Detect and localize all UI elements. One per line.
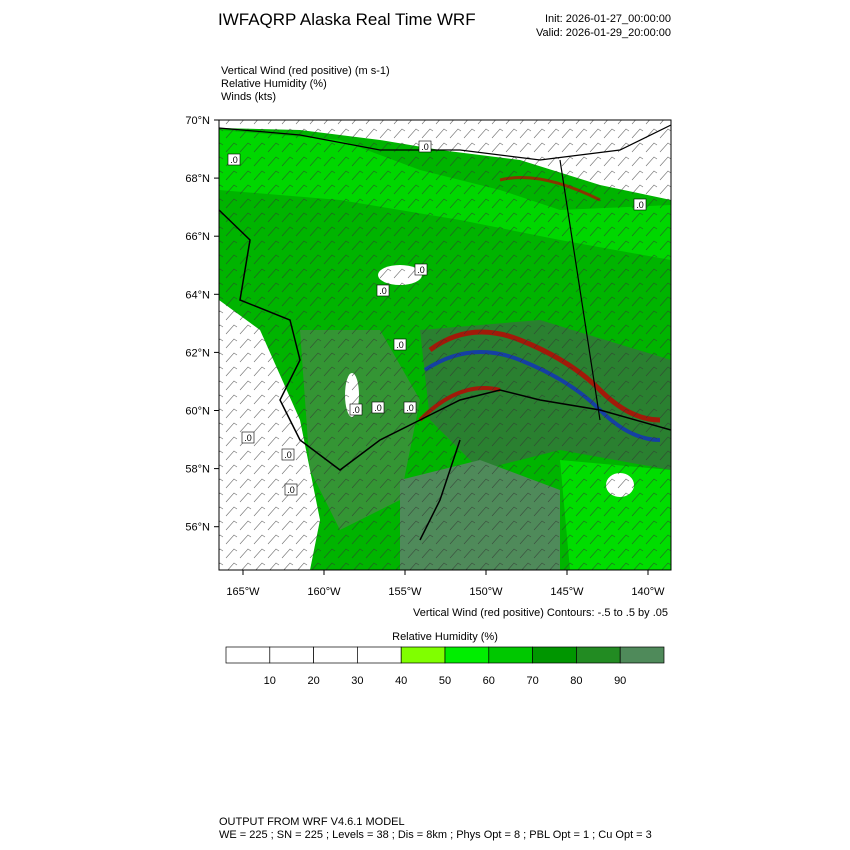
contour-label: .0 xyxy=(244,433,252,443)
field-label: Vertical Wind (red positive) (m s-1) xyxy=(221,65,390,77)
colorbar-box xyxy=(400,646,446,664)
colorbar-title: Relative Humidity (%) xyxy=(392,631,498,643)
colorbar-box xyxy=(313,646,358,664)
contour-label: .0 xyxy=(421,142,429,152)
lon-label: 155°W xyxy=(388,586,422,598)
lat-label: 60°N xyxy=(185,406,210,418)
contour-label-box xyxy=(281,448,295,461)
lat-label: 56°N xyxy=(185,522,210,534)
map-frame xyxy=(218,119,672,571)
init-time: Init: 2026-01-27_00:00:00 xyxy=(545,13,671,25)
lat-label: 62°N xyxy=(185,347,210,359)
lat-label: 68°N xyxy=(185,173,210,185)
contour-label-box xyxy=(633,198,647,211)
colorbar-label: 30 xyxy=(351,675,363,687)
field-label: Winds (kts) xyxy=(221,91,276,103)
colorbar-label: 70 xyxy=(526,675,538,687)
colorbar-label: 80 xyxy=(570,675,582,687)
contour-label: .0 xyxy=(230,155,238,165)
colorbar-box xyxy=(444,646,490,664)
contour-note: Vertical Wind (red positive) Contours: -… xyxy=(413,607,668,619)
map-axes: 70°N 68°N 66°N 64°N 62°N 60°N 58°N 56°N 165°W 160… xyxy=(185,115,665,598)
contour-label: .0 xyxy=(396,340,404,350)
colorbar-label: 50 xyxy=(439,675,451,687)
lon-label: 160°W xyxy=(307,586,341,598)
contour-label: .0 xyxy=(352,405,360,415)
colorbar-box xyxy=(269,646,314,664)
colorbar-box xyxy=(357,646,402,664)
contour-label: .0 xyxy=(374,403,382,413)
colorbar-box xyxy=(619,646,665,664)
contour-label-box xyxy=(371,401,385,414)
contour-label-box xyxy=(376,284,390,297)
contour-labels: .0 .0 .0 .0 .0 .0 .0 .0 .0 .0 .0 .0 xyxy=(227,140,647,496)
lat-label: 64°N xyxy=(185,289,210,301)
colorbar-label: 40 xyxy=(395,675,407,687)
lat-label: 70°N xyxy=(185,115,210,127)
lon-label: 165°W xyxy=(226,586,260,598)
contour-label: .0 xyxy=(417,265,425,275)
contour-label: .0 xyxy=(379,286,387,296)
title: IWFAQRP Alaska Real Time WRF xyxy=(218,10,476,29)
contour-label: .0 xyxy=(287,485,295,495)
contour-label-box xyxy=(403,401,417,414)
contour-label: .0 xyxy=(406,403,414,413)
lon-label: 145°W xyxy=(550,586,584,598)
lon-label: 140°W xyxy=(631,586,665,598)
colorbar-label: 60 xyxy=(483,675,495,687)
colorbar-box xyxy=(576,646,621,664)
lat-label: 66°N xyxy=(185,231,210,243)
colorbar-box xyxy=(225,646,271,664)
colorbar-box xyxy=(488,646,533,664)
colorbar-label: 10 xyxy=(264,675,276,687)
footer-line: WE = 225 ; SN = 225 ; Levels = 38 ; Dis … xyxy=(219,829,652,841)
contour-label-box xyxy=(241,431,255,444)
colorbar: 10 20 30 40 50 60 70 80 90 xyxy=(225,646,665,687)
contour-label-box xyxy=(414,263,428,276)
footer-line: OUTPUT FROM WRF V4.6.1 MODEL xyxy=(219,816,405,828)
contour-label-box xyxy=(227,153,241,166)
lon-label: 150°W xyxy=(469,586,503,598)
contour-label: .0 xyxy=(636,200,644,210)
valid-time: Valid: 2026-01-29_20:00:00 xyxy=(536,27,671,39)
map-field xyxy=(219,120,671,570)
colorbar-label: 20 xyxy=(307,675,319,687)
contour-label-box xyxy=(349,403,363,416)
lat-label: 58°N xyxy=(185,464,210,476)
contour-label-box xyxy=(393,338,407,351)
contour-label-box xyxy=(284,483,298,496)
contour-label-box xyxy=(418,140,432,153)
colorbar-label: 90 xyxy=(614,675,626,687)
colorbar-box xyxy=(532,646,577,664)
contour-label: .0 xyxy=(284,450,292,460)
field-label: Relative Humidity (%) xyxy=(221,78,327,90)
